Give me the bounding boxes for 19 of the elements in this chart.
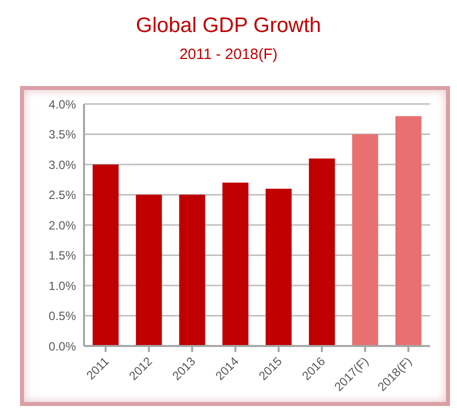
- y-tick-label: 4.0%: [48, 97, 76, 112]
- bar: [179, 194, 206, 346]
- y-tick-label: 0.0%: [48, 339, 76, 354]
- bar: [352, 134, 378, 346]
- bar: [266, 188, 292, 346]
- bar: [222, 182, 248, 346]
- y-tick-label: 0.5%: [48, 309, 76, 324]
- chart-subtitle: 2011 - 2018(F): [178, 46, 279, 63]
- y-tick-label: 3.0%: [48, 158, 76, 172]
- y-tick-label: 2.5%: [48, 188, 76, 202]
- y-tick-label: 2.0%: [48, 218, 76, 232]
- bar: [395, 116, 422, 346]
- y-tick-label: 3.5%: [48, 128, 76, 142]
- y-tick-label: 1.5%: [48, 248, 76, 263]
- bar: [308, 158, 335, 346]
- y-tick-label: 1.0%: [48, 278, 76, 293]
- bar: [136, 194, 162, 346]
- chart-title: Global GDP Growth: [134, 13, 322, 38]
- bar: [92, 164, 119, 346]
